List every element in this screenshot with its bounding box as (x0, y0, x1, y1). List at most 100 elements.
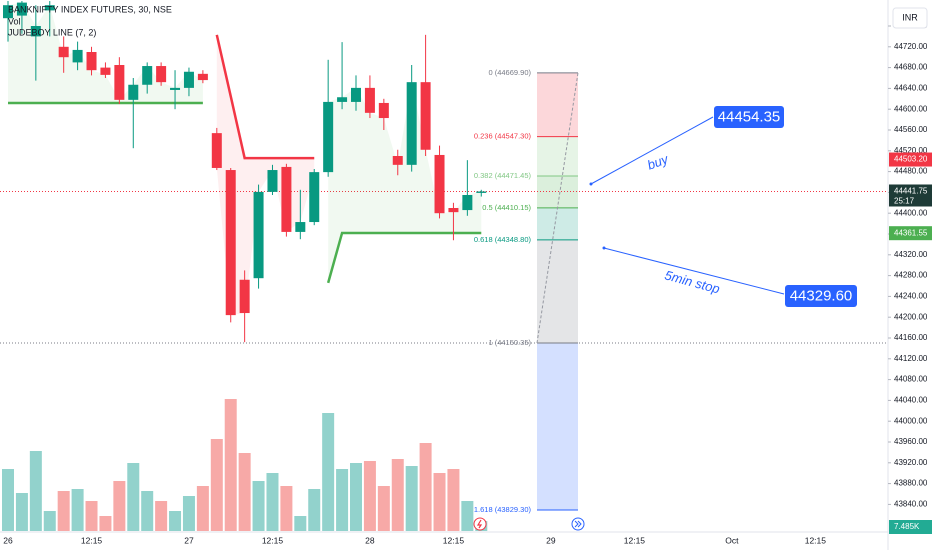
volume-bar (280, 486, 293, 531)
price-tag-countdown: 25:17 (894, 197, 915, 206)
fib-layer: 0 (44669.90) 0.236 (44547.30) 0.382 (44471… (0, 68, 888, 514)
price-tag-label: 44503.20 (894, 155, 928, 164)
fib-band (537, 207, 578, 240)
candle-body (420, 82, 431, 150)
volume-bar (322, 413, 335, 531)
candle-body (295, 222, 306, 232)
fib-band (537, 136, 578, 177)
y-tick-label: 44560.00 (894, 125, 928, 134)
candle-body (170, 87, 181, 90)
volume-bar (433, 473, 446, 531)
price-tag (889, 152, 932, 167)
candle-body (364, 87, 375, 113)
volume-bar (363, 461, 376, 531)
y-tick-label: 44040.00 (894, 396, 928, 405)
y-tick-label: 44480.00 (894, 167, 928, 176)
y-tick-label: 44280.00 (894, 271, 928, 280)
volume-bar (85, 501, 98, 531)
volume-bar (266, 473, 279, 531)
price-tag (889, 226, 932, 241)
callout-dot (602, 246, 606, 250)
fib-label: 1 (44150.35) (488, 338, 531, 347)
volume-bar (196, 486, 209, 531)
volume-bar (336, 469, 349, 531)
candle-body (156, 66, 167, 83)
volume-bar (169, 511, 182, 531)
candle-body (128, 84, 139, 100)
event-icon-glyph (476, 519, 483, 529)
event-icon[interactable] (473, 517, 487, 531)
indicator-fill (216, 34, 315, 316)
volume-bar (447, 469, 460, 531)
x-tick-label: 12:15 (443, 535, 465, 545)
y-tick-label: 44520.00 (894, 146, 928, 155)
volume-bar (224, 399, 237, 531)
x-tick-label: 27 (184, 535, 194, 545)
price-tag (889, 184, 932, 207)
x-tick-label: 28 (365, 535, 375, 545)
x-tick-label: 12:15 (262, 535, 284, 545)
currency[interactable]: INR (902, 12, 918, 22)
indicator-line (215, 34, 315, 160)
y-tick-label: 44080.00 (894, 375, 928, 384)
fib-trend (536, 72, 579, 344)
x-tick-label: 12:15 (624, 535, 646, 545)
volume-tag-label: 7.485K (894, 522, 920, 531)
candle-body (392, 156, 403, 165)
candle-body (323, 101, 334, 173)
time-axis-bg (0, 532, 932, 550)
candle-body (281, 166, 292, 232)
indicator-legend: JUDEBOY LINE (7, 2) (8, 27, 96, 37)
y-tick-label: 44640.00 (894, 84, 928, 93)
volume-bar (43, 511, 56, 531)
y-tick-label: 44120.00 (894, 354, 928, 363)
candle-body (253, 191, 264, 279)
candle-body (211, 133, 222, 168)
y-tick-label: 44200.00 (894, 312, 928, 321)
indicator-line (326, 231, 482, 284)
volume-bar (294, 516, 307, 531)
candle-body (462, 195, 473, 211)
volume-bar (210, 439, 223, 531)
fib-label: 0.618 (44348.80) (474, 235, 532, 244)
candle-layer (3, 1, 487, 343)
price-axis-bg (888, 0, 932, 550)
x-tick-label: 12:15 (81, 535, 103, 545)
x-tick-label: 12:15 (805, 535, 827, 545)
candle-body (30, 26, 41, 37)
volume-bar (419, 443, 432, 531)
candle-body (406, 82, 417, 165)
volume-bar (182, 496, 195, 531)
volume-bar (350, 463, 362, 531)
y-tick-label: 44240.00 (894, 292, 928, 301)
candle-body (378, 102, 389, 119)
currency-box[interactable] (892, 7, 928, 29)
y-tick-label: 44400.00 (894, 208, 928, 217)
volume-bar (405, 466, 418, 531)
candle-body (476, 191, 487, 193)
volume-bar (57, 491, 70, 531)
y-tick-label: 44000.00 (894, 416, 928, 425)
candle-body (16, 2, 27, 16)
volume-bar (29, 451, 42, 531)
indicator-layer (8, 2, 482, 316)
candle-body (72, 49, 83, 63)
y-tick-label: 44680.00 (894, 63, 928, 72)
candle-body (183, 71, 194, 88)
candle-body (239, 279, 250, 314)
volume-bar (238, 453, 251, 531)
callout-line (603, 247, 785, 295)
volume-bar (461, 501, 474, 531)
callout-label: 44454.35 (718, 108, 781, 125)
candle-body (58, 46, 69, 58)
x-tick-label: 29 (546, 535, 556, 545)
callout-box (785, 285, 857, 307)
y-tick-label: 44720.00 (894, 42, 928, 51)
candle-body (197, 73, 208, 81)
candle-body (309, 172, 320, 223)
x-tick-label: Oct (725, 535, 739, 545)
candle-body (225, 170, 236, 316)
